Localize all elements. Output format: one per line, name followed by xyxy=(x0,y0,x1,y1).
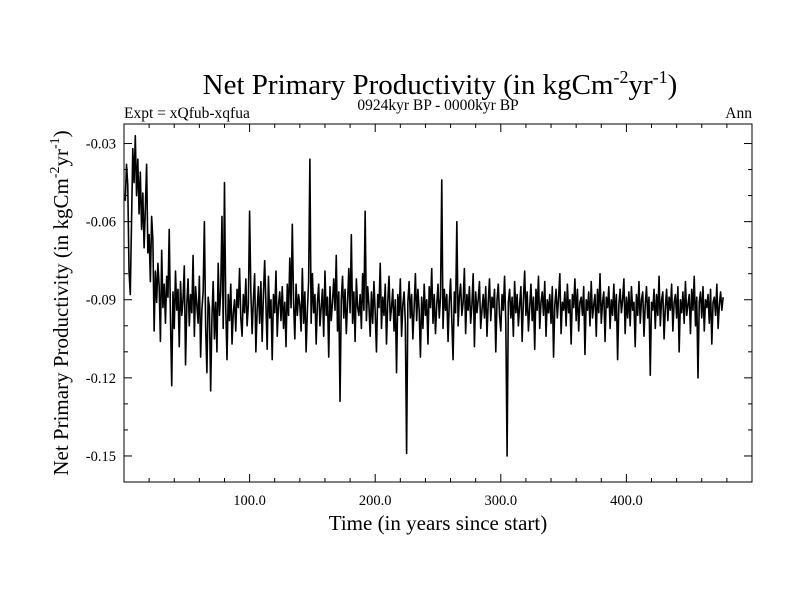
subtitle-season: Ann xyxy=(725,105,752,122)
y-tick-label: -0.12 xyxy=(86,371,116,387)
y-tick-label: -0.09 xyxy=(86,293,116,309)
axis-ticks: 100.0 200.0 300.0 400.0 -0.03 -0.06 -0.09 -0.12… xyxy=(86,124,752,509)
subtitle-period: 0924kyr BP - 0000kyr BP xyxy=(357,97,518,114)
y-tick-label: -0.15 xyxy=(86,449,116,465)
series-line-npp xyxy=(124,134,724,457)
y-tick-label: -0.06 xyxy=(86,215,116,231)
plot-frame xyxy=(123,123,753,483)
y-axis-label: Net Primary Productivity (in kgCm-2yr-1) xyxy=(48,130,73,475)
x-tick-label: 200.0 xyxy=(359,493,392,509)
subtitle-experiment: Expt = xQfub-xqfua xyxy=(124,105,250,122)
x-tick-label: 300.0 xyxy=(484,493,517,509)
x-axis-label: Time (in years since start) xyxy=(329,511,548,535)
x-tick-label: 100.0 xyxy=(233,493,266,509)
chart-title: Net Primary Productivity (in kgCm-2yr-1) xyxy=(203,67,678,101)
x-tick-label: 400.0 xyxy=(610,493,643,509)
y-tick-label: -0.03 xyxy=(86,137,116,153)
